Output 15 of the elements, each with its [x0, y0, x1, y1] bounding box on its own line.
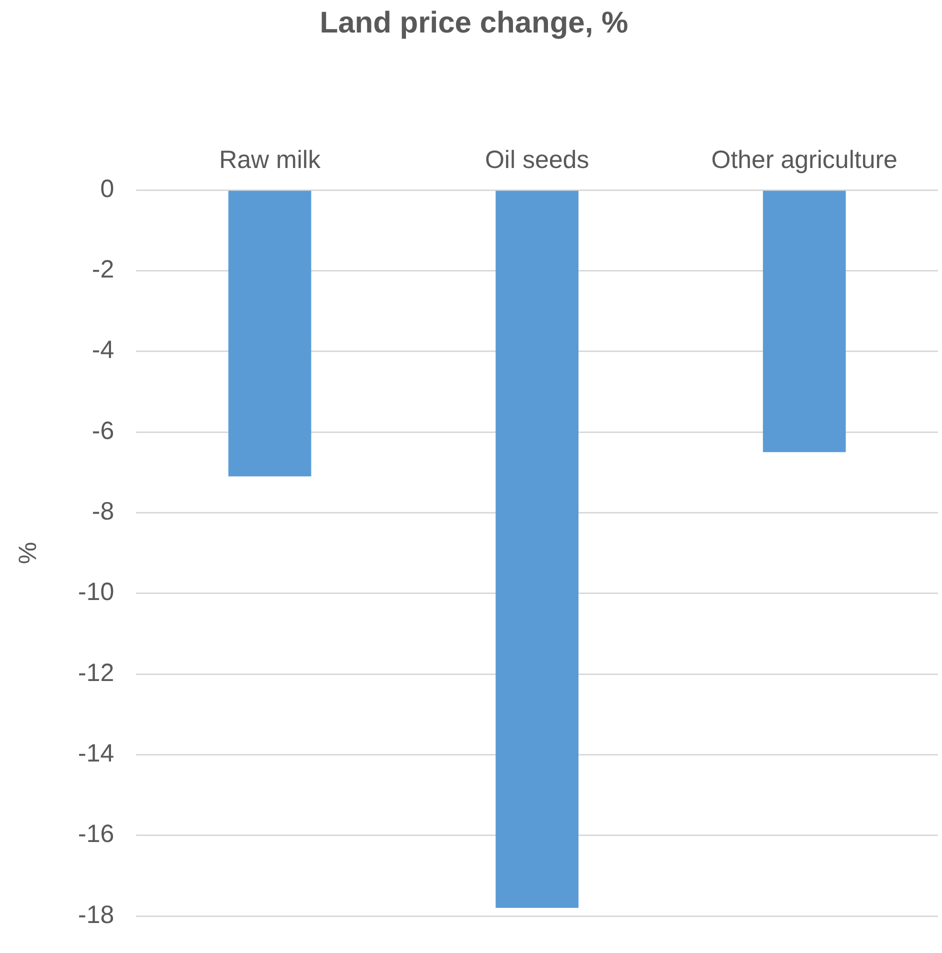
- y-tick-label: -6: [92, 416, 114, 445]
- chart-title: Land price change, %: [320, 6, 628, 40]
- y-tick-label: -4: [92, 336, 114, 364]
- y-axis-title: %: [14, 542, 42, 564]
- y-tick-label: -14: [78, 740, 114, 768]
- y-tick-label: -10: [78, 578, 114, 606]
- x-tick-label: Raw milk: [219, 146, 321, 174]
- y-tick-label: -2: [92, 256, 114, 284]
- x-tick-label: Other agriculture: [711, 146, 898, 174]
- y-tick-label: -18: [78, 900, 114, 929]
- y-tick-label: 0: [100, 174, 114, 203]
- y-tick-label: -8: [92, 498, 114, 526]
- y-tick-label: -16: [78, 820, 114, 848]
- y-tick-label: -12: [78, 658, 114, 687]
- x-tick-label: Oil seeds: [484, 146, 590, 174]
